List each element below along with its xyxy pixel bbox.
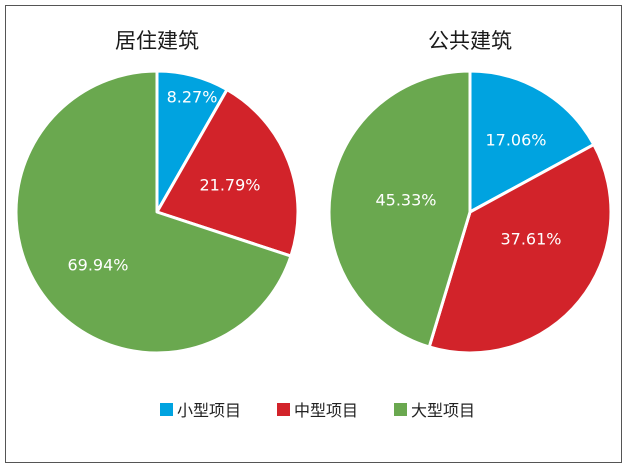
legend-swatch-small	[160, 403, 173, 416]
pie-slice-residential-medium	[155, 88, 300, 258]
pie-slice-residential-large	[14, 69, 293, 355]
pie-residential: 居住建筑 8.27% 21.79% 69.94%	[14, 29, 300, 355]
legend: 小型项目 中型项目 大型项目	[160, 401, 475, 420]
pie-slice-label-residential-medium: 21.79%	[199, 176, 260, 195]
pie-slice-public-small	[468, 69, 596, 214]
pie-slice-public-large	[327, 69, 472, 349]
pie-slice-label-public-large: 45.33%	[375, 191, 436, 210]
pie-slice-label-public-small: 17.06%	[485, 131, 546, 150]
pie-slice-label-residential-large: 69.94%	[67, 256, 128, 275]
legend-label-small: 小型项目	[177, 401, 241, 420]
pie-title-residential: 居住建筑	[115, 29, 199, 53]
pie-slice-label-residential-small: 8.27%	[167, 88, 218, 107]
pie-title-public: 公共建筑	[428, 29, 512, 53]
legend-swatch-medium	[277, 403, 290, 416]
pie-slice-label-public-medium: 37.61%	[500, 230, 561, 249]
legend-label-medium: 中型项目	[294, 401, 358, 420]
pie-slice-public-medium	[427, 143, 613, 355]
pie-public: 公共建筑 17.06% 37.61% 45.33%	[327, 29, 613, 355]
legend-swatch-large	[394, 403, 407, 416]
legend-label-large: 大型项目	[411, 401, 475, 420]
